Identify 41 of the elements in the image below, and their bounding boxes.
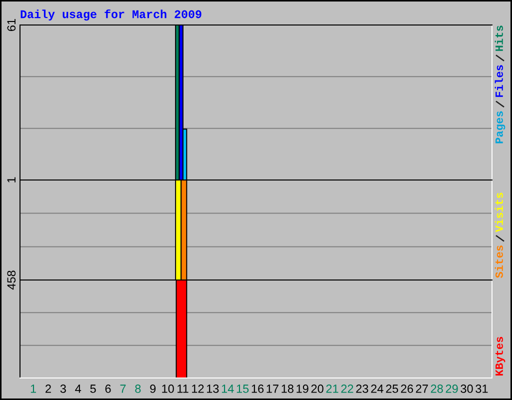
x-tick-label: 20 <box>311 384 324 393</box>
x-tick-label: 2 <box>46 384 51 393</box>
x-tick-label: 11 <box>178 384 188 393</box>
text: Hits <box>494 26 503 51</box>
text: Sites <box>494 246 503 278</box>
x-tick-label: 15 <box>236 384 249 393</box>
x-tick-label: 31 <box>476 384 488 393</box>
x-tick-label: 19 <box>296 384 308 393</box>
text: Files <box>494 65 503 97</box>
x-tick-label: 1 <box>30 384 36 393</box>
x-tick-label: 25 <box>386 384 398 393</box>
x-tick-label: 27 <box>416 384 428 393</box>
x-tick-label: 17 <box>266 384 278 393</box>
x-tick-label: 21 <box>326 384 338 393</box>
y-tick-label: 458 <box>7 270 16 290</box>
text: Visits <box>494 192 503 232</box>
y-tick-label: 61 <box>7 19 16 31</box>
x-tick-label: 28 <box>430 384 443 393</box>
x-tick-label: 14 <box>222 384 234 393</box>
x-tick-label: 8 <box>135 384 141 393</box>
y-tick-label: 1 <box>7 177 16 182</box>
x-tick-label: 24 <box>371 384 384 393</box>
text: Pages <box>496 111 506 144</box>
x-tick-label: 18 <box>282 384 294 393</box>
x-tick-label: 7 <box>120 384 126 393</box>
x-tick-label: 13 <box>206 384 219 393</box>
x-tick-label: 26 <box>401 384 414 393</box>
x-tick-label: 4 <box>75 384 82 393</box>
chart-title: Daily usage for March 2009 <box>20 9 202 21</box>
x-tick-label: 23 <box>356 384 368 393</box>
text: KBytes <box>495 336 506 376</box>
x-tick-label: 22 <box>341 384 354 393</box>
x-tick-label: 3 <box>60 384 66 393</box>
x-tick-label: 9 <box>150 384 156 393</box>
x-tick-label: 5 <box>90 384 96 393</box>
x-tick-label: 12 <box>192 384 204 393</box>
x-tick-label: 30 <box>460 384 473 393</box>
x-tick-label: 6 <box>105 384 111 393</box>
x-tick-label: 10 <box>162 384 174 393</box>
x-tick-label: 16 <box>252 384 264 393</box>
x-tick-label: 29 <box>446 384 458 393</box>
